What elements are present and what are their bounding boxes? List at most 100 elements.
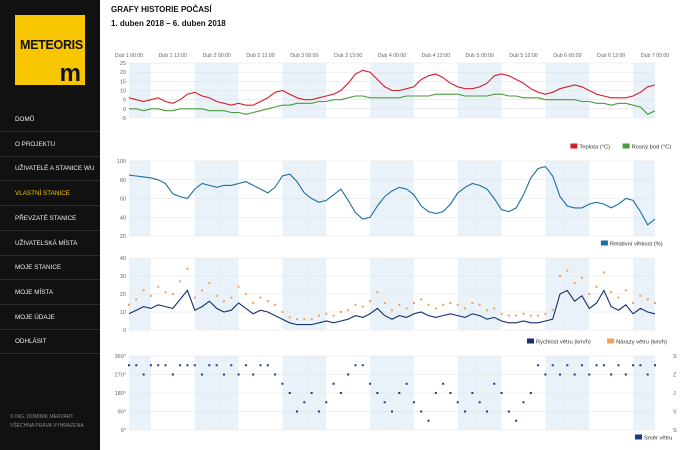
gust-point <box>296 318 299 321</box>
y-tick-label: 15 <box>120 79 126 85</box>
rights-reserved: VŠECHNA PRÁVA VYHRAZENA <box>10 423 84 429</box>
gust-point <box>339 311 342 313</box>
direction-point <box>201 373 204 376</box>
gust-point <box>142 289 145 292</box>
direction-point <box>171 373 174 376</box>
gust-point <box>179 280 182 283</box>
gust-point <box>412 302 415 304</box>
nav-item-9[interactable]: ODHLÁSIT <box>0 330 100 355</box>
gust-point <box>164 291 167 294</box>
direction-point <box>654 364 656 367</box>
footer: © ING. DOMINIK MERVART VŠECHNA PRÁVA VYH… <box>10 413 84 431</box>
nav-item-6[interactable]: MOJE STANICE <box>0 256 100 281</box>
direction-point <box>376 392 379 394</box>
y-tick-label: 10 <box>120 310 126 316</box>
series-line-2-0 <box>128 289 656 326</box>
legend-swatch <box>622 143 630 149</box>
gust-point <box>201 289 204 292</box>
direction-point <box>646 373 649 376</box>
nav-item-2[interactable]: UŽIVATELÉ A STANICE WU <box>0 157 100 182</box>
y-tick-label: 0° <box>121 428 126 434</box>
gust-point <box>493 307 496 310</box>
gust-point <box>602 271 605 274</box>
gust-point <box>544 312 547 315</box>
direction-point <box>471 392 474 394</box>
x-tick-label: Dub 6 12:00 <box>597 53 625 59</box>
legend-label: Rosný bod (°C) <box>632 145 672 151</box>
gust-point <box>529 314 532 317</box>
direction-point <box>135 364 138 367</box>
direction-point <box>551 364 554 367</box>
direction-point <box>573 373 576 376</box>
direction-point <box>398 392 401 394</box>
chart-panel-0: 25 20 15 10 5 0 -5 Rosný bod (°C) Teplota (°C) <box>120 61 671 151</box>
gust-point <box>478 303 481 306</box>
legend-swatch <box>527 338 534 344</box>
gust-point <box>171 293 174 295</box>
direction-point <box>493 382 496 385</box>
gust-point <box>325 312 328 315</box>
gust-point <box>332 314 335 317</box>
direction-point <box>617 364 620 367</box>
legend-swatch <box>600 240 608 246</box>
meteoris-logo[interactable]: METEORIS m <box>15 15 85 87</box>
gust-point <box>573 282 576 285</box>
direction-point <box>296 410 299 413</box>
gust-point <box>237 285 240 288</box>
y-tick-label: 0 <box>123 328 126 334</box>
gust-point <box>500 312 503 315</box>
nav-item-0[interactable]: DOMŮ <box>0 108 100 132</box>
nav-item-8[interactable]: MOJE ÚDAJE <box>0 306 100 330</box>
gust-point <box>654 302 656 304</box>
gust-point <box>449 302 452 304</box>
direction-point <box>332 382 335 385</box>
x-tick-label: Dub 7 00:00 <box>641 53 669 59</box>
direction-point <box>383 401 386 404</box>
gust-point <box>391 309 393 312</box>
chart-panel-2: 40 30 20 10 0 Nárazy větru (km/h) Rychlost vět… <box>120 256 667 346</box>
direction-point <box>485 410 488 413</box>
gust-point <box>464 307 467 310</box>
gust-point <box>259 296 262 299</box>
direction-point <box>420 410 423 413</box>
gust-point <box>639 294 642 297</box>
nav-item-5[interactable]: UŽIVATELSKÁ MÍSTA <box>0 232 100 256</box>
direction-point <box>478 401 481 404</box>
x-tick-label: Dub 3 12:00 <box>334 53 362 59</box>
nav-item-1[interactable]: O PROJEKTU <box>0 133 100 157</box>
nav-item-7[interactable]: MOJE MÍSTA <box>0 281 100 305</box>
direction-point <box>456 401 459 404</box>
direction-point <box>464 410 467 413</box>
direction-point <box>230 364 233 367</box>
gust-point <box>507 314 510 317</box>
nav-item-3[interactable]: VLASTNÍ STANICE <box>0 182 100 207</box>
direction-point <box>580 364 583 367</box>
direction-point <box>347 373 350 376</box>
gust-point <box>281 311 284 313</box>
gust-point <box>208 282 211 285</box>
gust-point <box>317 314 320 317</box>
x-tick-label: Dub 6 00:00 <box>553 53 581 59</box>
direction-point <box>339 392 342 394</box>
gust-point <box>624 289 627 292</box>
direction-point <box>529 392 532 394</box>
direction-point <box>149 364 152 367</box>
nav-item-4[interactable]: PŘEVZATÉ STANICE <box>0 207 100 231</box>
gust-point <box>230 296 233 299</box>
gust-point <box>537 314 540 317</box>
gust-point <box>157 285 160 288</box>
direction-point <box>588 373 591 376</box>
gust-point <box>193 296 196 299</box>
direction-point <box>142 373 145 376</box>
direction-point <box>361 364 364 367</box>
gust-point <box>610 291 613 294</box>
direction-point <box>412 401 415 404</box>
y-tick-label: 40 <box>120 215 126 221</box>
legend-label: Směr větru <box>644 436 672 442</box>
y-tick-label: 40 <box>120 256 126 262</box>
x-tick-label: Dub 3 00:00 <box>290 53 318 59</box>
direction-point <box>522 401 525 404</box>
direction-point <box>544 373 547 376</box>
x-tick-label: Dub 1 12:00 <box>159 53 187 59</box>
